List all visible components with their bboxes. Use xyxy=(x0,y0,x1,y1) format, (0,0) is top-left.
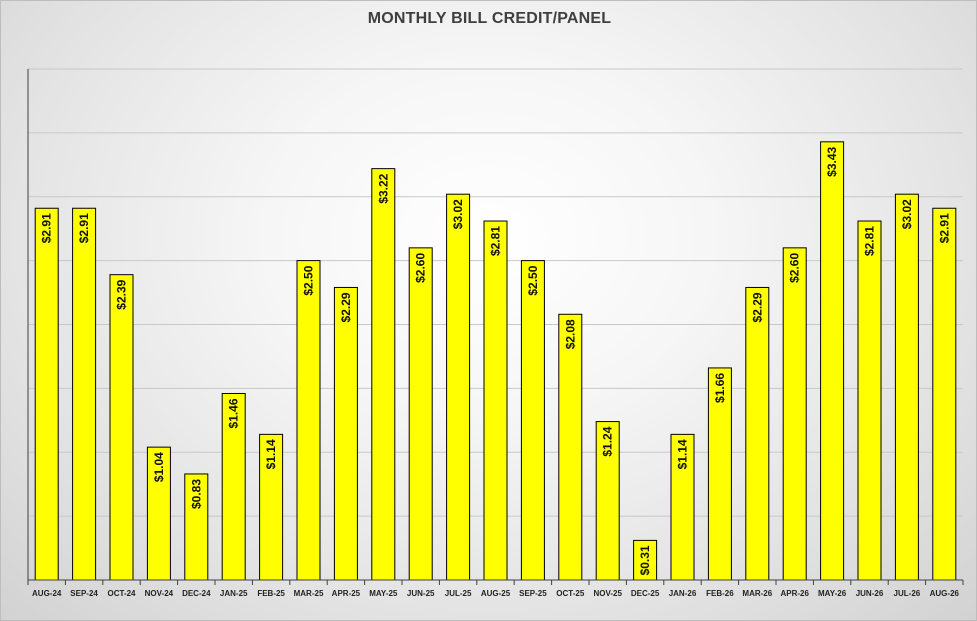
x-tick-label: FEB-26 xyxy=(706,589,734,598)
data-label: $2.50 xyxy=(302,265,316,295)
bar-apr-26 xyxy=(782,247,807,581)
x-tick-label: OCT-24 xyxy=(107,589,136,598)
x-tick-label: APR-25 xyxy=(332,589,361,598)
data-label: $2.29 xyxy=(339,292,353,322)
bar-mar-25 xyxy=(296,260,321,581)
x-tick-label: DEC-24 xyxy=(182,589,211,598)
data-label: $1.46 xyxy=(227,398,241,428)
data-label: $2.91 xyxy=(937,213,951,243)
data-label: $2.60 xyxy=(788,253,802,283)
data-label: $3.02 xyxy=(900,199,914,229)
x-tick-label: JAN-25 xyxy=(220,589,248,598)
data-label: $2.81 xyxy=(863,226,877,256)
data-label: $3.02 xyxy=(451,199,465,229)
data-label: $1.24 xyxy=(601,426,615,456)
x-tick-label: JUN-25 xyxy=(407,589,435,598)
x-tick-label: APR-26 xyxy=(780,589,809,598)
data-label: $1.14 xyxy=(264,439,278,469)
x-tick-label: NOV-24 xyxy=(145,589,174,598)
x-tick-label: JUL-26 xyxy=(894,589,921,598)
data-label: $2.08 xyxy=(563,319,577,349)
data-label: $1.66 xyxy=(713,373,727,403)
chart-title: MONTHLY BILL CREDIT/PANEL xyxy=(367,10,612,27)
x-tick-label: SEP-24 xyxy=(70,589,98,598)
axes xyxy=(27,69,964,585)
x-tick-label: MAR-26 xyxy=(742,589,772,598)
bar-may-25 xyxy=(371,168,396,581)
bar-apr-25 xyxy=(333,286,358,581)
x-tick-label: MAR-25 xyxy=(294,589,324,598)
bar-jul-25 xyxy=(446,193,471,581)
bar-jul-26 xyxy=(894,193,919,581)
data-label: $0.31 xyxy=(638,545,652,575)
x-tick-label: FEB-25 xyxy=(257,589,285,598)
bars xyxy=(34,141,957,581)
bar-jun-25 xyxy=(408,247,433,581)
bar-aug-26 xyxy=(932,207,957,581)
bar-aug-25 xyxy=(483,220,508,581)
bar-jun-26 xyxy=(857,220,882,581)
bar-sep-24 xyxy=(72,207,97,581)
bar-sep-25 xyxy=(520,260,545,581)
x-tick-label: OCT-25 xyxy=(556,589,585,598)
x-tick-label: AUG-25 xyxy=(481,589,511,598)
bar-aug-24 xyxy=(34,207,59,581)
x-tick-label: JUL-25 xyxy=(445,589,472,598)
bar-may-26 xyxy=(820,141,845,581)
x-tick-label: SEP-25 xyxy=(519,589,547,598)
bar-mar-26 xyxy=(745,286,770,581)
x-tick-label: MAY-26 xyxy=(818,589,847,598)
bar-oct-25 xyxy=(558,313,583,581)
data-label: $2.91 xyxy=(40,213,54,243)
x-tick-label: NOV-25 xyxy=(593,589,622,598)
data-label: $0.83 xyxy=(189,479,203,509)
data-label: $2.39 xyxy=(115,279,129,309)
x-tick-label: JAN-26 xyxy=(669,589,697,598)
data-label: $2.50 xyxy=(526,265,540,295)
data-label: $1.04 xyxy=(152,452,166,482)
data-label: $2.81 xyxy=(489,226,503,256)
x-tick-label: AUG-26 xyxy=(930,589,960,598)
x-tick-label: JUN-26 xyxy=(856,589,884,598)
data-label: $3.22 xyxy=(376,173,390,203)
data-labels: $2.91 $2.91 $2.39 $1.04 $0.83 $1.46 $1.14 $2.50… xyxy=(40,146,952,575)
data-label: $3.43 xyxy=(825,146,839,176)
data-label: $2.29 xyxy=(750,292,764,322)
data-label: $2.60 xyxy=(414,253,428,283)
data-label: $2.91 xyxy=(77,213,91,243)
data-label: $1.14 xyxy=(676,439,690,469)
x-tick-label: AUG-24 xyxy=(32,589,62,598)
bar-oct-24 xyxy=(109,274,134,581)
x-tick-labels: AUG-24 SEP-24 OCT-24 NOV-24 DEC-24 JAN-25 FEB-… xyxy=(32,589,959,598)
x-tick-label: DEC-25 xyxy=(631,589,660,598)
x-tick-label: MAY-25 xyxy=(369,589,398,598)
